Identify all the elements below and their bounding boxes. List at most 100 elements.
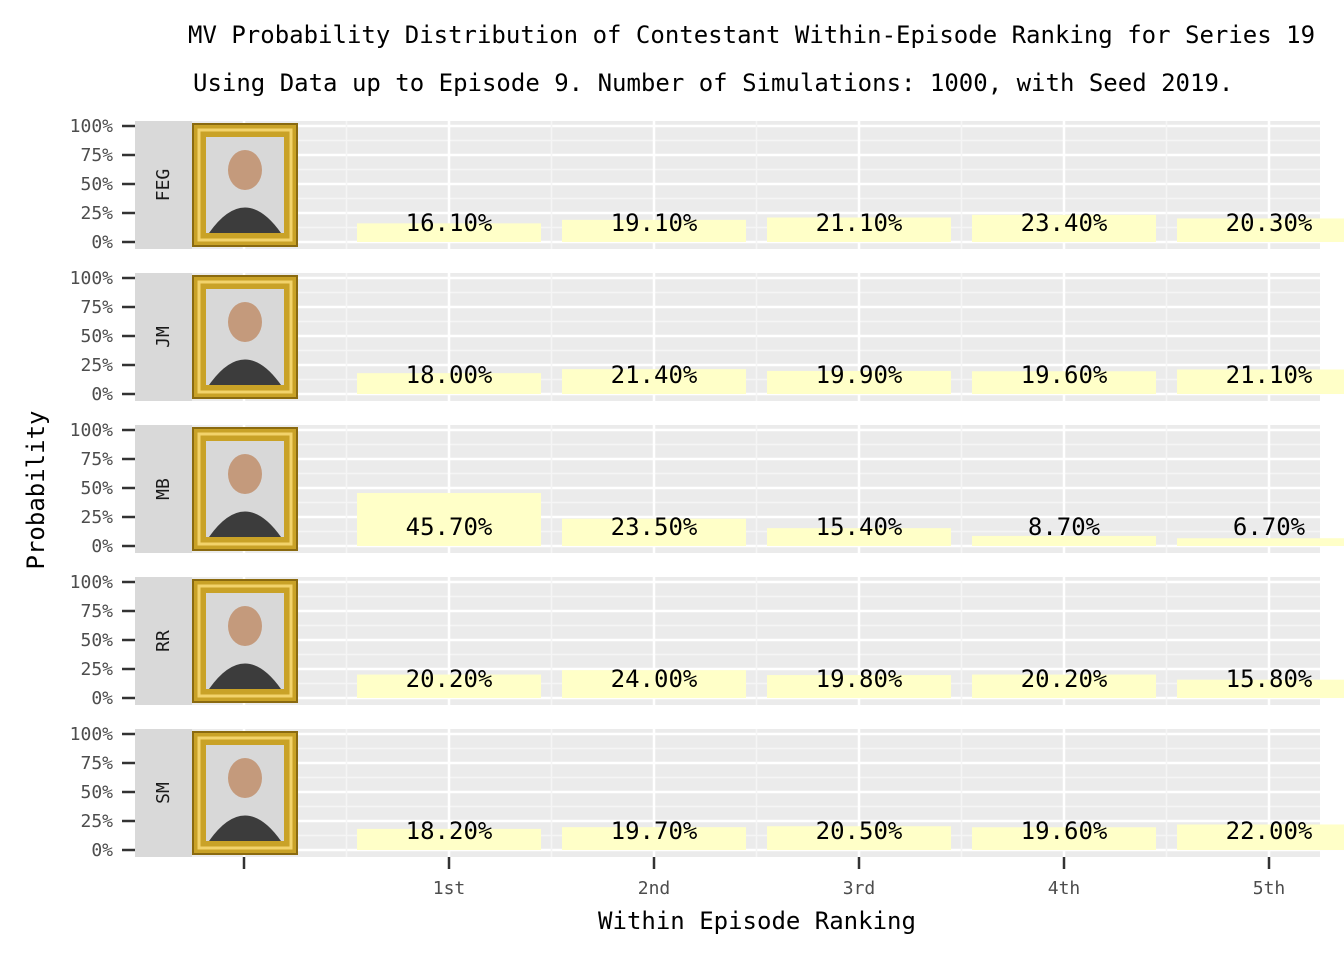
data-label-mb-1st: 45.70% bbox=[406, 513, 493, 541]
data-label-feg-1st: 16.10% bbox=[406, 209, 493, 237]
bar-feg-3rd bbox=[767, 217, 951, 242]
bar-feg-5th bbox=[1177, 218, 1344, 242]
y-tick-label: 100% bbox=[70, 420, 114, 441]
data-label-feg-2nd: 19.10% bbox=[611, 209, 698, 237]
y-tick-label: 25% bbox=[80, 811, 113, 832]
bar-feg-4th bbox=[972, 214, 1156, 242]
strip-background bbox=[135, 425, 192, 553]
portrait-frame-inner bbox=[197, 280, 293, 394]
bar-rr-4th bbox=[972, 674, 1156, 698]
y-tick-label: 25% bbox=[80, 355, 113, 376]
bar-sm-4th bbox=[972, 827, 1156, 850]
bar-jm-5th bbox=[1177, 369, 1344, 394]
contestant-portrait-mb bbox=[192, 427, 298, 551]
y-tick-label: 50% bbox=[80, 174, 113, 195]
data-label-jm-2nd: 21.40% bbox=[611, 361, 698, 389]
data-label-mb-2nd: 23.50% bbox=[611, 513, 698, 541]
y-tick-label: 25% bbox=[80, 507, 113, 528]
y-tick-label: 0% bbox=[91, 232, 113, 253]
data-label-rr-5th: 15.80% bbox=[1226, 665, 1313, 693]
data-label-sm-2nd: 19.70% bbox=[611, 817, 698, 845]
facet-panel-jm: JM 18.00% 21.40% 19.90% 19.60% 21.10% 100% 75% 5… bbox=[70, 268, 1344, 405]
portrait-body bbox=[209, 359, 281, 385]
strip-label-rr: RR bbox=[153, 630, 174, 652]
facet-panels: FEG 16.10% 19.10% 21.10% 23.40% 20.30% 100% 75%… bbox=[70, 116, 1344, 861]
y-tick-label: 75% bbox=[80, 449, 113, 470]
y-tick-label: 0% bbox=[91, 536, 113, 557]
data-label-jm-4th: 19.60% bbox=[1021, 361, 1108, 389]
bar-feg-1st bbox=[357, 223, 541, 242]
bar-mb-2nd bbox=[562, 518, 746, 546]
bar-rr-1st bbox=[357, 674, 541, 698]
strip-background bbox=[135, 729, 192, 857]
strip-background bbox=[135, 121, 192, 249]
y-tick-label: 25% bbox=[80, 659, 113, 680]
data-label-feg-3rd: 21.10% bbox=[816, 209, 903, 237]
contestant-portrait-jm bbox=[192, 275, 298, 399]
data-label-jm-3rd: 19.90% bbox=[816, 361, 903, 389]
bar-rr-5th bbox=[1177, 679, 1344, 698]
facet-panel-sm: SM 18.20% 19.70% 20.50% 19.60% 22.00% 100% 75% 5… bbox=[70, 724, 1344, 861]
bar-mb-3rd bbox=[767, 528, 951, 546]
x-tick-label-4th: 4th bbox=[1048, 878, 1081, 899]
bar-sm-1st bbox=[357, 828, 541, 850]
y-tick-label: 50% bbox=[80, 478, 113, 499]
bar-jm-4th bbox=[972, 371, 1156, 394]
portrait-head bbox=[228, 302, 262, 342]
x-axis: 1st 2nd 3rd 4th 5th bbox=[242, 857, 1285, 899]
data-label-jm-5th: 21.10% bbox=[1226, 361, 1313, 389]
contestant-portrait-rr bbox=[192, 579, 298, 703]
y-axis-title: Probability bbox=[22, 411, 50, 570]
strip-background bbox=[135, 273, 192, 401]
portrait-frame-inner bbox=[197, 584, 293, 698]
y-tick-label: 50% bbox=[80, 782, 113, 803]
strip-label-jm: JM bbox=[153, 326, 174, 348]
data-label-sm-5th: 22.00% bbox=[1226, 817, 1313, 845]
y-tick-label: 25% bbox=[80, 203, 113, 224]
portrait-frame-inner bbox=[197, 432, 293, 546]
data-label-sm-4th: 19.60% bbox=[1021, 817, 1108, 845]
data-label-feg-5th: 20.30% bbox=[1226, 209, 1313, 237]
portrait-head bbox=[228, 150, 262, 190]
facet-panel-feg: FEG 16.10% 19.10% 21.10% 23.40% 20.30% 100% 75%… bbox=[70, 116, 1344, 253]
y-tick-label: 100% bbox=[70, 572, 114, 593]
portrait-body bbox=[209, 663, 281, 689]
bar-jm-1st bbox=[357, 373, 541, 394]
y-tick-label: 100% bbox=[70, 116, 114, 137]
y-tick-label: 75% bbox=[80, 601, 113, 622]
x-tick-label-1st: 1st bbox=[433, 878, 466, 899]
y-tick-label: 75% bbox=[80, 753, 113, 774]
data-label-jm-1st: 18.00% bbox=[406, 361, 493, 389]
bar-rr-2nd bbox=[562, 670, 746, 698]
y-tick-label: 0% bbox=[91, 688, 113, 709]
data-label-feg-4th: 23.40% bbox=[1021, 209, 1108, 237]
data-label-rr-3rd: 19.80% bbox=[816, 665, 903, 693]
bar-jm-3rd bbox=[767, 370, 951, 394]
bar-sm-2nd bbox=[562, 827, 746, 850]
y-tick-label: 50% bbox=[80, 630, 113, 651]
facet-panel-mb: MB 45.70% 23.50% 15.40% 8.70% 6.70% 100% 75% 50%… bbox=[70, 420, 1344, 557]
bar-jm-2nd bbox=[562, 369, 746, 394]
data-label-rr-2nd: 24.00% bbox=[611, 665, 698, 693]
bar-sm-3rd bbox=[767, 826, 951, 850]
chart-subtitle: Using Data up to Episode 9. Number of Si… bbox=[193, 69, 1233, 97]
portrait-head bbox=[228, 606, 262, 646]
chart-title: MV Probability Distribution of Contestan… bbox=[188, 21, 1315, 49]
bar-sm-5th bbox=[1177, 824, 1344, 850]
contestant-portrait-sm bbox=[192, 731, 298, 855]
portrait-head bbox=[228, 758, 262, 798]
x-axis-title: Within Episode Ranking bbox=[598, 907, 916, 935]
data-label-rr-4th: 20.20% bbox=[1021, 665, 1108, 693]
portrait-body bbox=[209, 207, 281, 233]
portrait-body bbox=[209, 815, 281, 841]
bar-rr-3rd bbox=[767, 675, 951, 698]
y-tick-label: 50% bbox=[80, 326, 113, 347]
bar-mb-4th bbox=[972, 535, 1156, 546]
y-tick-label: 75% bbox=[80, 145, 113, 166]
y-tick-label: 0% bbox=[91, 840, 113, 861]
data-label-mb-4th: 8.70% bbox=[1028, 513, 1101, 541]
facet-panel-rr: RR 20.20% 24.00% 19.80% 20.20% 15.80% 100% 75% 5… bbox=[70, 572, 1344, 709]
x-tick-label-3rd: 3rd bbox=[843, 878, 876, 899]
